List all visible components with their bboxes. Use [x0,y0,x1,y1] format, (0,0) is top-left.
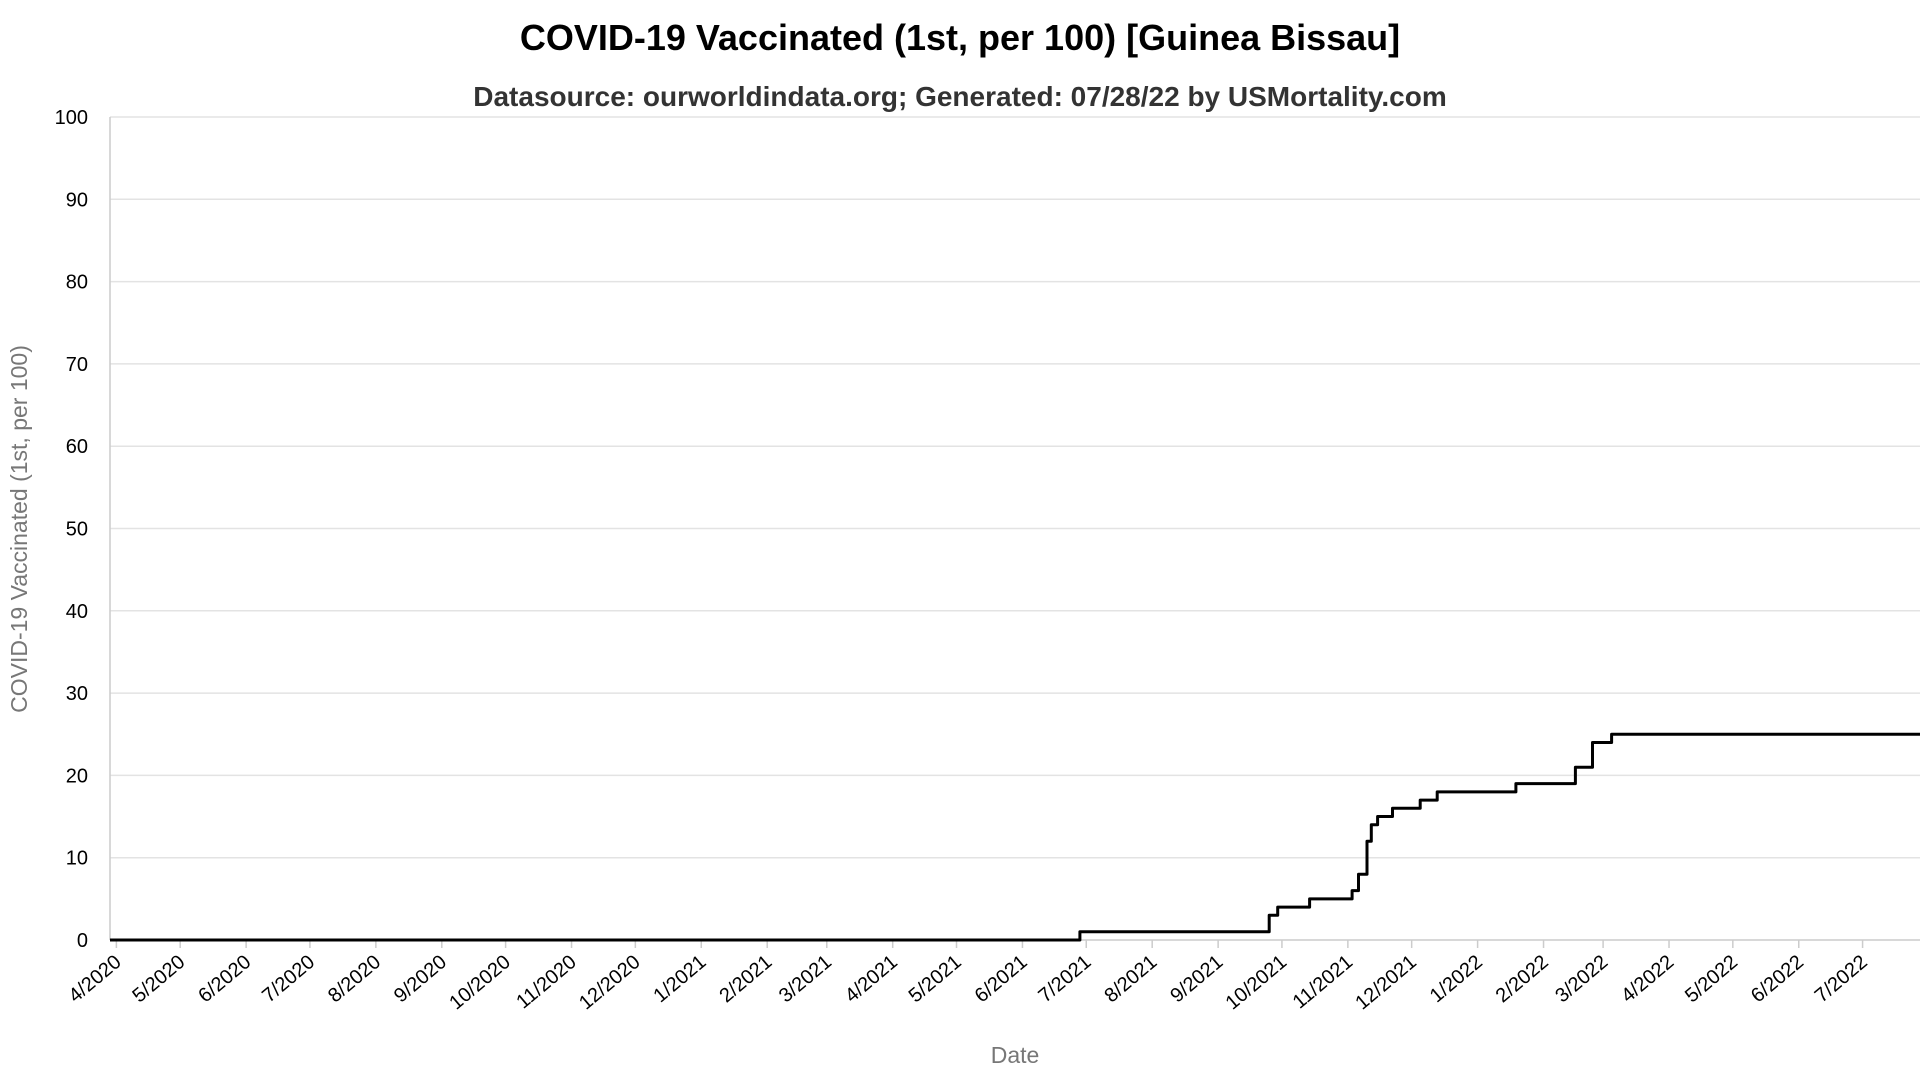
x-tick-label: 10/2020 [445,951,515,1014]
x-tick-label: 5/2022 [1681,951,1742,1007]
x-tick-label: 10/2021 [1222,951,1292,1014]
x-tick-label: 7/2020 [258,951,319,1007]
y-tick-label: 50 [66,519,88,541]
x-tick-label: 11/2021 [1289,951,1357,1013]
x-tick-label: 9/2021 [1166,951,1227,1007]
x-tick-label: 3/2021 [775,951,836,1007]
y-tick-label: 20 [66,765,88,787]
x-tick-label: 5/2020 [128,951,189,1007]
chart-title: COVID-19 Vaccinated (1st, per 100) [Guin… [520,17,1400,58]
grid [110,116,1920,859]
y-axis-title: COVID-19 Vaccinated (1st, per 100) [6,345,32,713]
x-tick-label: 6/2020 [194,951,255,1007]
x-tick-label: 8/2021 [1100,951,1161,1007]
x-axis-ticks: 4/2020 5/2020 6/2020 7/2020 8/2020 9/202010/2… [65,940,1872,1014]
x-tick-label: 1/2021 [649,951,710,1007]
x-tick-label: 9/2020 [390,951,451,1007]
x-axis-title: Date [991,1042,1040,1068]
y-tick-label: 70 [66,354,88,376]
x-tick-label: 11/2020 [512,951,580,1013]
x-tick-label: 2/2021 [715,951,776,1007]
y-tick-label: 100 [55,107,88,129]
x-tick-label: 4/2022 [1617,951,1678,1007]
x-tick-label: 4/2021 [841,951,902,1007]
x-tick-label: 4/2020 [65,951,126,1007]
y-axis-ticks: 0 10 20 30 40 50 60 70 80 90 100 [55,107,88,952]
x-tick-label: 8/2020 [324,951,385,1007]
chart-subtitle: Datasource: ourworldindata.org; Generate… [473,81,1447,112]
series-line [110,732,1920,942]
y-tick-label: 60 [66,436,88,458]
x-tick-label: 5/2021 [905,951,966,1007]
y-tick-label: 0 [77,930,88,952]
x-tick-label: 1/2022 [1426,951,1487,1007]
y-tick-label: 80 [66,272,88,294]
x-tick-label: 6/2022 [1747,951,1808,1007]
x-tick-label: 7/2022 [1811,951,1872,1007]
x-tick-label: 12/2021 [1351,951,1421,1014]
x-tick-label: 12/2020 [575,951,645,1014]
y-tick-label: 90 [66,189,88,211]
series [110,732,1920,942]
x-tick-label: 2/2022 [1492,951,1553,1007]
y-tick-label: 10 [66,848,88,870]
x-tick-label: 6/2021 [971,951,1032,1007]
x-tick-label: 3/2022 [1551,951,1612,1007]
y-tick-label: 30 [66,683,88,705]
y-tick-label: 40 [66,601,88,623]
x-tick-label: 7/2021 [1034,951,1095,1007]
